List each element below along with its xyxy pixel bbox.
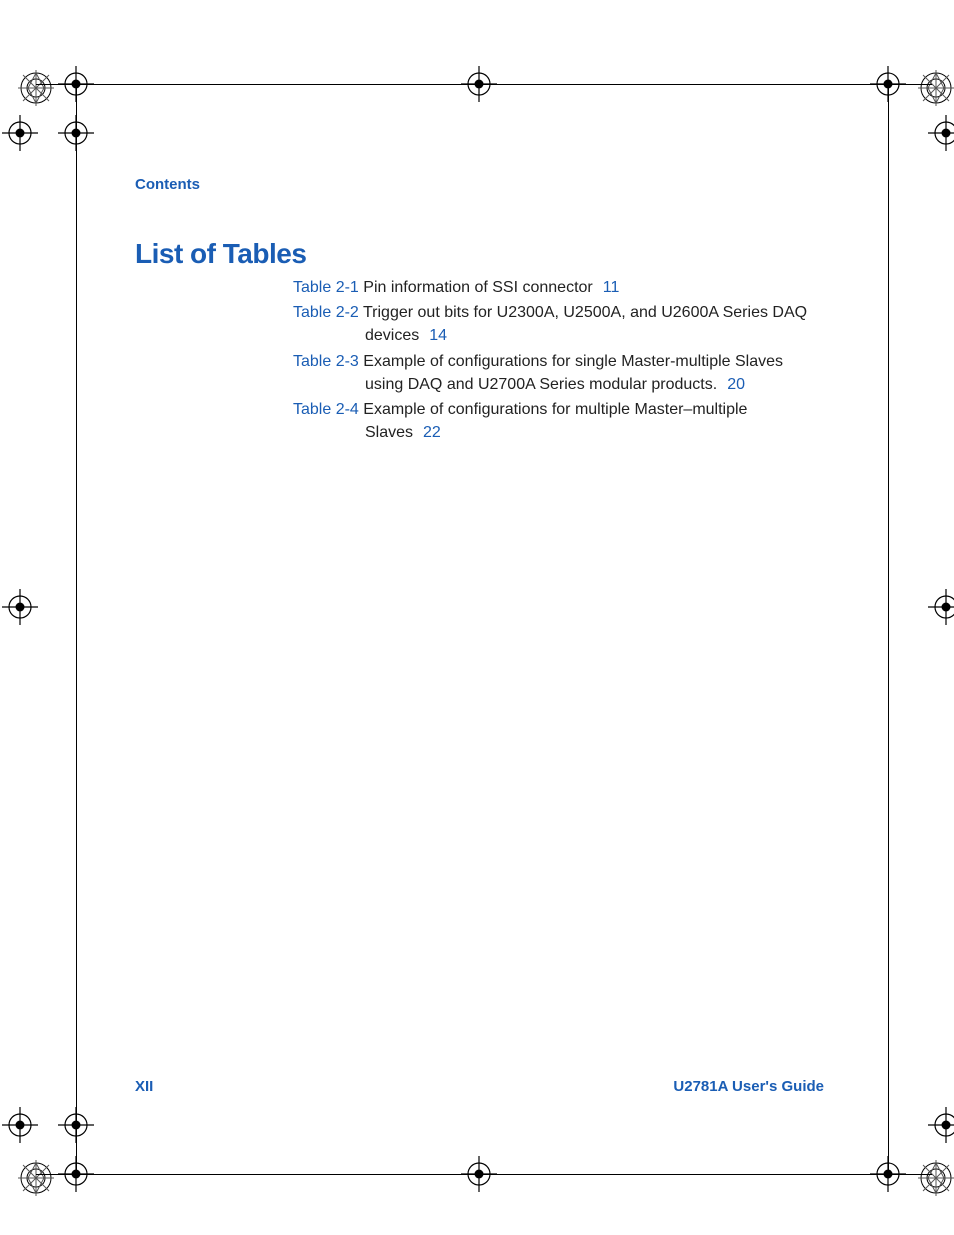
registration-radial-icon [14,66,58,110]
toc-entry: Table 2-1 Pin information of SSI connect… [293,276,823,299]
toc-page[interactable]: 22 [423,424,441,441]
toc-entry: Table 2-3 Example of configurations for … [293,350,823,396]
registration-mark [2,1107,38,1143]
crop-line [888,84,889,1174]
section-header: Contents [135,176,200,193]
crop-line [36,84,932,85]
toc-page[interactable]: 20 [727,376,745,393]
toc-page[interactable]: 11 [603,279,620,296]
registration-cross-icon [928,115,954,151]
toc-page[interactable]: 14 [429,327,447,344]
registration-cross-icon [2,115,38,151]
registration-mark [914,66,954,110]
page-title: List of Tables [135,238,306,270]
toc-entry: Table 2-4 Example of configurations for … [293,398,823,444]
registration-radial-icon [914,66,954,110]
toc-ref[interactable]: Table 2-3 [293,353,359,370]
registration-mark [2,589,38,625]
registration-mark [2,115,38,151]
registration-cross-icon [928,1107,954,1143]
toc-ref[interactable]: Table 2-4 [293,401,359,418]
toc-text: Pin information of SSI connector [363,279,592,296]
crop-line [36,1174,932,1175]
registration-mark [928,589,954,625]
footer-doc-title: U2781A User's Guide [673,1078,824,1095]
registration-mark [914,1156,954,1200]
footer-page-number: XII [135,1078,153,1095]
registration-mark [928,1107,954,1143]
registration-mark [928,115,954,151]
registration-cross-icon [928,589,954,625]
toc-text: Example of configurations for multiple M… [363,401,747,441]
registration-radial-icon [914,1156,954,1200]
list-of-tables: Table 2-1 Pin information of SSI connect… [293,276,823,446]
registration-cross-icon [2,589,38,625]
registration-radial-icon [14,1156,58,1200]
registration-mark [14,1156,58,1200]
registration-cross-icon [2,1107,38,1143]
toc-text: Example of configurations for single Mas… [363,353,783,393]
toc-entry: Table 2-2 Trigger out bits for U2300A, U… [293,301,823,347]
crop-line [76,84,77,1174]
registration-mark [14,66,58,110]
toc-ref[interactable]: Table 2-1 [293,279,359,296]
toc-ref[interactable]: Table 2-2 [293,304,359,321]
